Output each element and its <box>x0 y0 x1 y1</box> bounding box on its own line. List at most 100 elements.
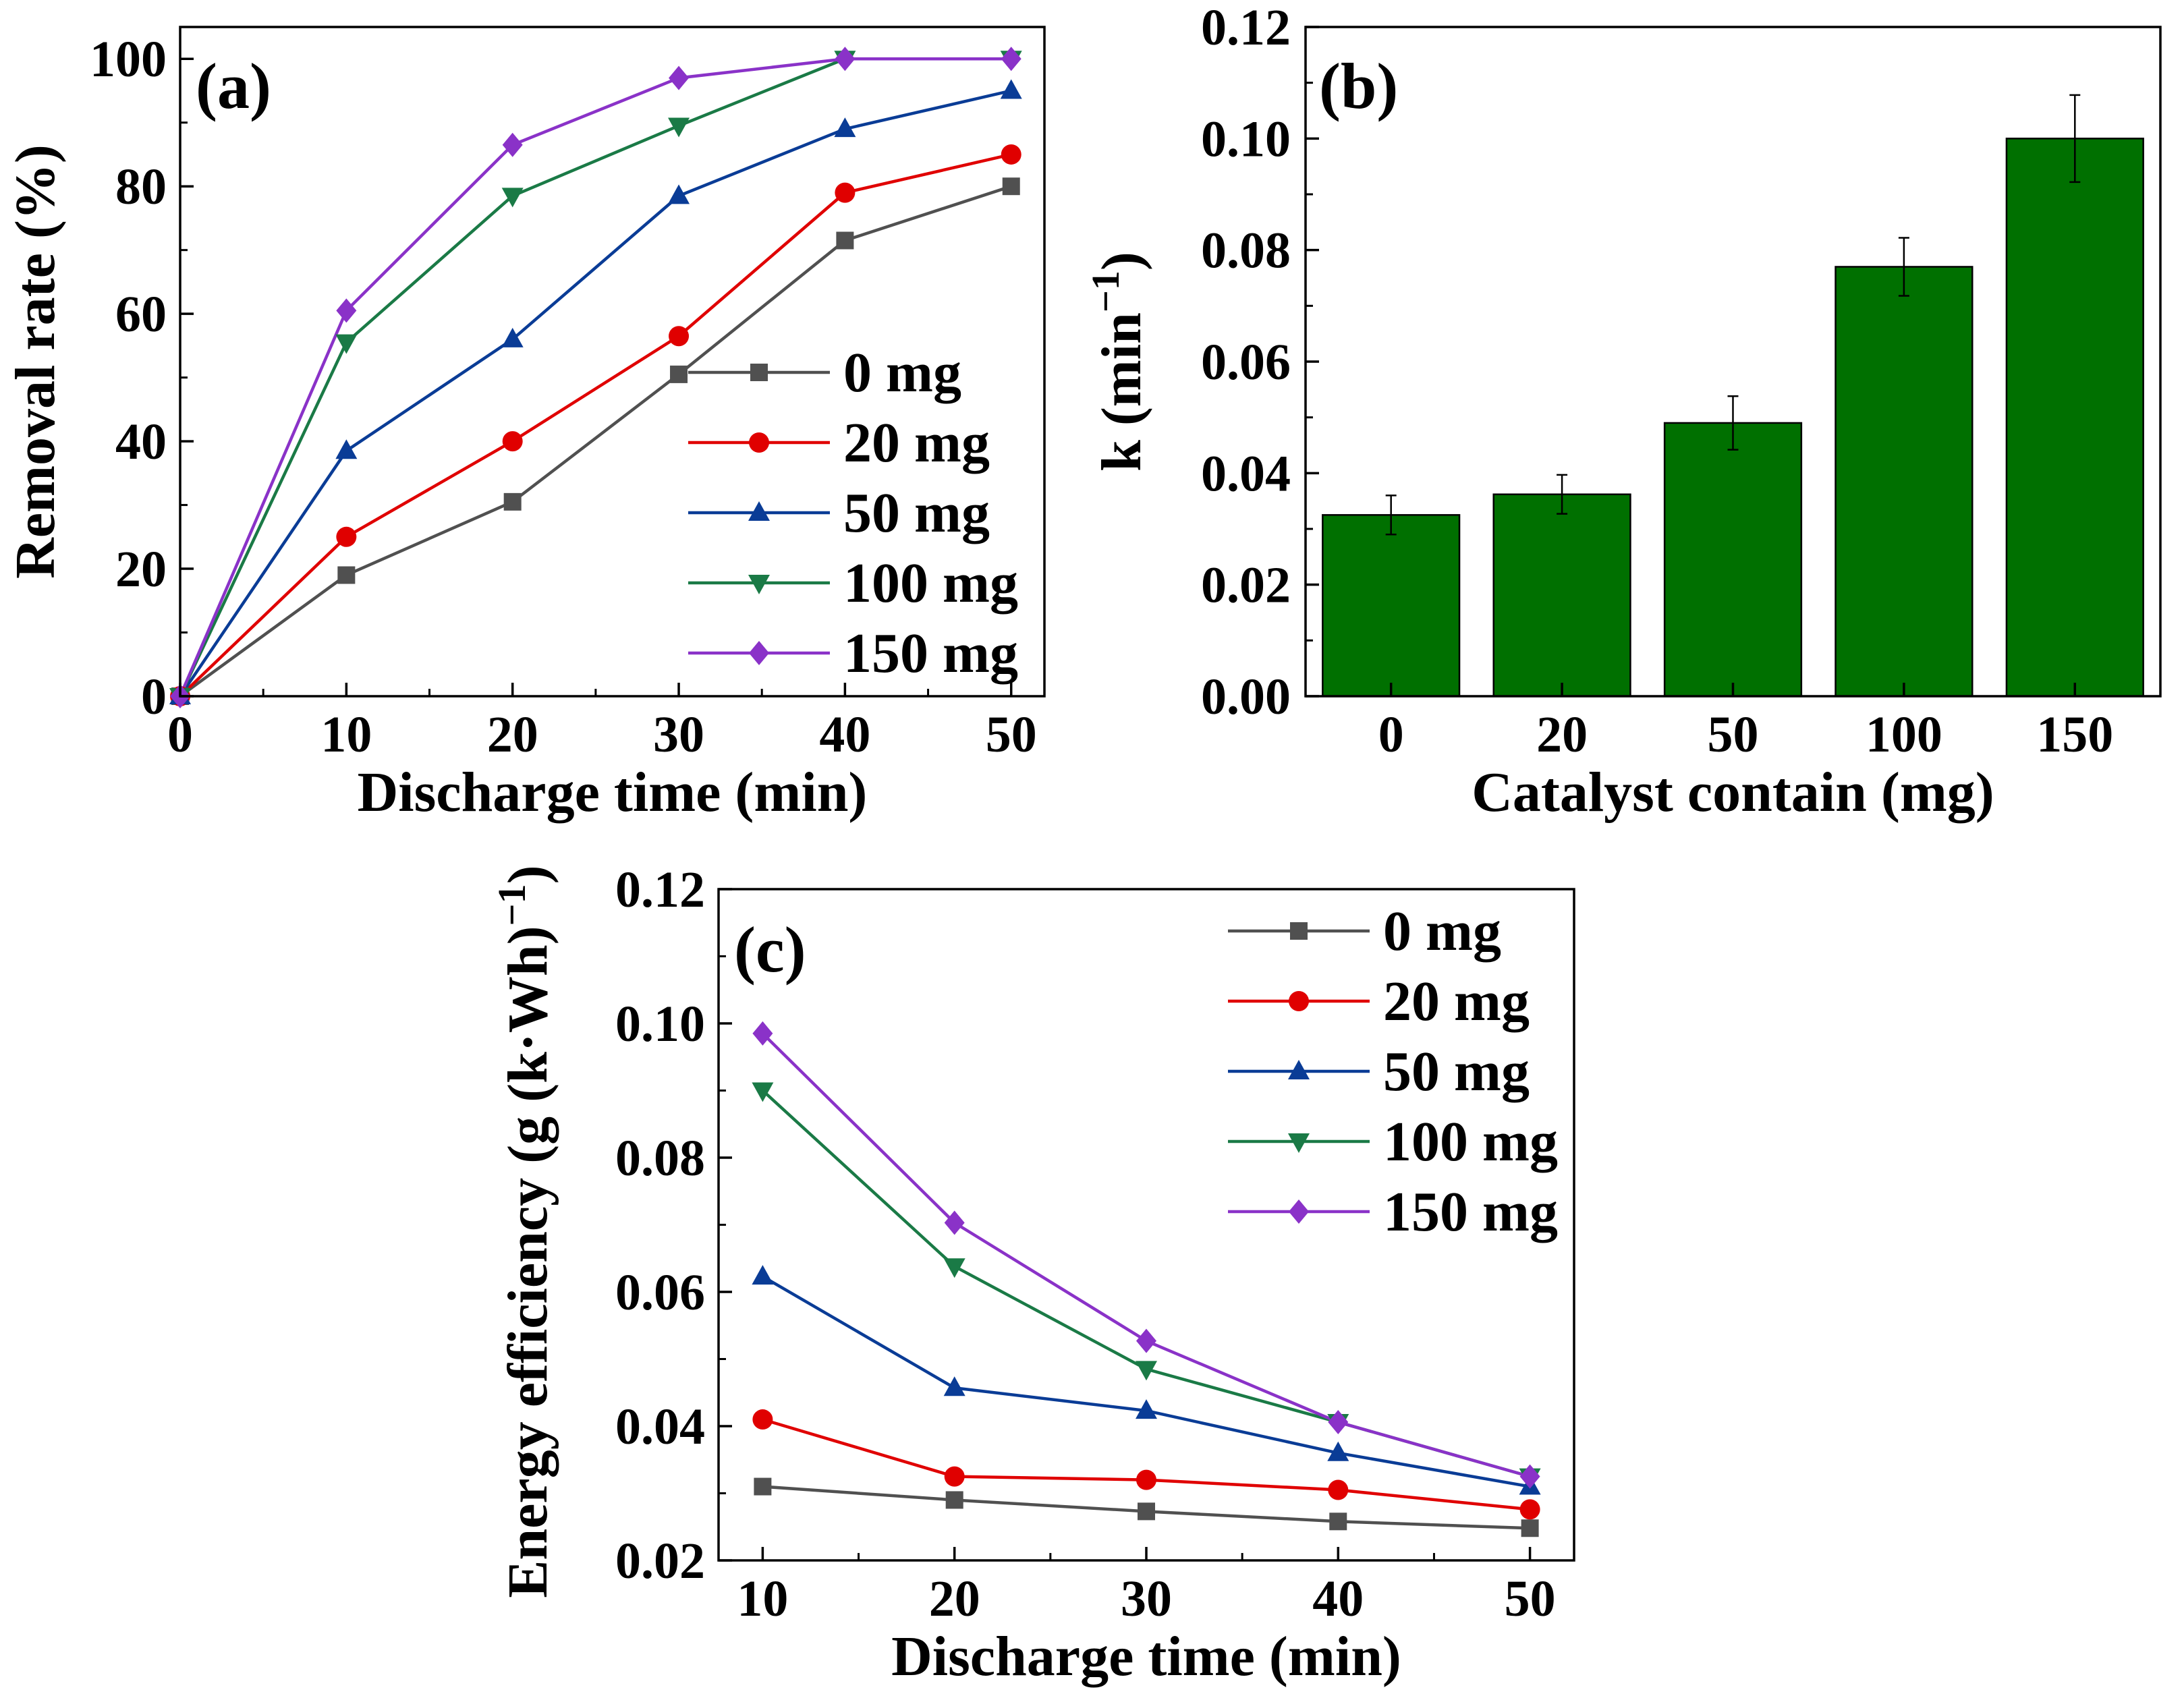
panel-c-legend-marker <box>1289 991 1309 1011</box>
panel-b-x-tick-label: 150 <box>2036 706 2113 763</box>
panel-a-y-tick-label: 20 <box>115 541 167 598</box>
panel-b-y-tick-label: 0.00 <box>1201 669 1291 725</box>
panel-c-series-2-point <box>752 1265 774 1285</box>
panel-b-y-tick-label: 0.02 <box>1201 557 1291 614</box>
panel-c-y-tick-label: 0.04 <box>615 1398 705 1455</box>
panel-c-series-3-point <box>943 1258 965 1278</box>
panel-a-legend-marker <box>748 575 770 594</box>
panel-a-legend-marker <box>749 432 769 453</box>
panel-b-rate-constant-chart: 0 20 50 100 150 0.00 0.02 0.04 0.06 0.08 0.10 0.12 C… <box>1084 0 2162 824</box>
panel-a-x-axis-title: Discharge time (min) <box>358 761 868 824</box>
panel-b-y-axis-title-end: ) <box>1090 252 1153 271</box>
panel-c-series-4-point <box>752 1021 773 1046</box>
panel-c-series-1-point <box>1519 1499 1540 1520</box>
panel-a-legend-label: 20 mg <box>843 412 990 474</box>
panel-c-series-0-point <box>1521 1519 1539 1537</box>
panel-c-y-tick-label: 0.02 <box>615 1533 705 1589</box>
panel-c-series-4-point <box>1136 1328 1156 1353</box>
panel-a-series-2-point <box>834 117 856 138</box>
panel-b-y-axis-title-superscript: −1 <box>1084 271 1127 312</box>
panel-c-series-4-point <box>1328 1410 1349 1435</box>
panel-a-series-2-line <box>179 89 1012 698</box>
panel-a-series-4-point <box>502 132 523 157</box>
panel-a-x-tick-label: 20 <box>487 706 538 763</box>
panel-a-series-0-point <box>1002 177 1020 196</box>
panel-a-series-3-point <box>335 334 358 354</box>
panel-c-series-0-point <box>1138 1502 1155 1521</box>
panel-b-bar <box>1322 514 1461 698</box>
panel-a-series-1-line <box>179 152 1012 698</box>
panel-b-y-tick-label: 0.12 <box>1201 0 1291 56</box>
panel-b-bar <box>1492 493 1631 698</box>
panel-a-y-axis-title: Removal rate (%) <box>4 144 67 579</box>
panel-a-label: (a) <box>196 50 271 122</box>
panel-c-series-3-point <box>1136 1361 1157 1381</box>
panel-a-series-3-point <box>501 188 524 208</box>
panel-a-x-tick-label: 50 <box>986 706 1037 763</box>
panel-c-y-axis-title-superscript: −1 <box>490 884 534 926</box>
panel-c-y-axis-title: Energy efficiency (g (k·Wh)−1) <box>490 865 559 1598</box>
panel-a-removal-rate-chart: 0 10 20 30 40 50 0 20 40 60 80 100 Discharge time (m… <box>4 26 1046 824</box>
panel-b-bar <box>2005 138 2144 698</box>
panel-c-legend-label: 20 mg <box>1383 970 1530 1033</box>
panel-a-y-tick-label: 40 <box>115 414 167 470</box>
panel-b-y-tick-label: 0.08 <box>1201 223 1291 279</box>
panel-c-energy-efficiency-chart: 10 20 30 40 50 0.02 0.04 0.06 0.08 0.10 0.12 Discha… <box>490 861 1575 1688</box>
panel-a-series-1-point <box>669 326 690 347</box>
panel-a-series-4-point <box>336 298 357 323</box>
panel-c-legend-marker <box>1289 1199 1309 1224</box>
panel-b-y-tick-label: 0.10 <box>1201 111 1291 167</box>
panel-b-y-tick-label: 0.06 <box>1201 334 1291 391</box>
panel-c-series-4-point <box>1519 1464 1540 1489</box>
panel-a-x-tick-label: 40 <box>819 706 870 763</box>
panel-a-x-tick-label: 10 <box>320 706 372 763</box>
panel-b-x-axis-title: Catalyst contain (mg) <box>1472 761 1994 824</box>
panel-c-series-1-point <box>1328 1479 1349 1500</box>
panel-c-y-tick-label: 0.10 <box>615 996 705 1052</box>
panel-b-y-axis-title-main: k (min <box>1090 312 1153 472</box>
panel-c-x-axis-title: Discharge time (min) <box>891 1625 1401 1688</box>
panel-c-legend-label: 50 mg <box>1383 1040 1530 1103</box>
panel-c-y-axis-title-main: Energy efficiency (g (k·Wh) <box>497 926 559 1598</box>
panel-c-series-2-point <box>1327 1441 1349 1461</box>
panel-a-legend-label: 50 mg <box>843 482 990 544</box>
panel-a-series-2-point <box>335 439 358 459</box>
panel-a-series-2-point <box>1000 79 1022 99</box>
panel-a-legend-label: 100 mg <box>843 552 1018 615</box>
panel-a-series-2-point <box>668 184 690 204</box>
panel-a-series-4-point <box>669 65 690 90</box>
panel-c-series-1-point <box>1136 1469 1156 1490</box>
panel-c-series-1-point <box>752 1409 773 1430</box>
panel-a-series-2-point <box>501 327 524 347</box>
panel-a-series-3-point <box>668 117 690 138</box>
panel-b-bar <box>1835 266 1973 698</box>
panel-a-x-tick-label: 0 <box>167 706 193 763</box>
panel-c-series-0-point <box>945 1491 963 1509</box>
panel-a-series-1-point <box>502 431 523 452</box>
panel-a-legend-label: 0 mg <box>843 341 961 404</box>
panel-c-legend-marker <box>1288 1133 1310 1153</box>
panel-b-x-tick-label: 0 <box>1378 706 1404 763</box>
panel-c-y-tick-label: 0.06 <box>615 1264 705 1321</box>
panel-a-y-tick-label: 0 <box>141 669 167 725</box>
panel-a-series-0-point <box>503 492 522 511</box>
panel-c-label: (c) <box>734 913 806 986</box>
panel-c-series-4-point <box>944 1210 965 1235</box>
panel-c-series-0-point <box>1329 1513 1347 1531</box>
panel-a-legend-marker <box>750 364 768 381</box>
panel-c-legend-label: 100 mg <box>1383 1110 1558 1173</box>
panel-c-x-tick-label: 20 <box>929 1571 980 1627</box>
panel-c-legend-label: 0 mg <box>1383 900 1501 963</box>
panel-a-y-tick-label: 80 <box>115 159 167 215</box>
panel-a-series-1-point <box>336 526 357 547</box>
panel-a-y-tick-label: 60 <box>115 286 167 343</box>
panel-a-series-0-point <box>337 566 356 584</box>
panel-a-series-0-point <box>670 365 688 383</box>
panel-a-x-tick-label: 30 <box>653 706 704 763</box>
panel-b-bar <box>1663 422 1803 698</box>
panel-a-series-4-point <box>835 47 856 72</box>
panel-c-series-0-point <box>754 1477 772 1496</box>
panel-c-x-tick-label: 50 <box>1505 1571 1556 1627</box>
panel-c-series-2-point <box>943 1376 965 1396</box>
